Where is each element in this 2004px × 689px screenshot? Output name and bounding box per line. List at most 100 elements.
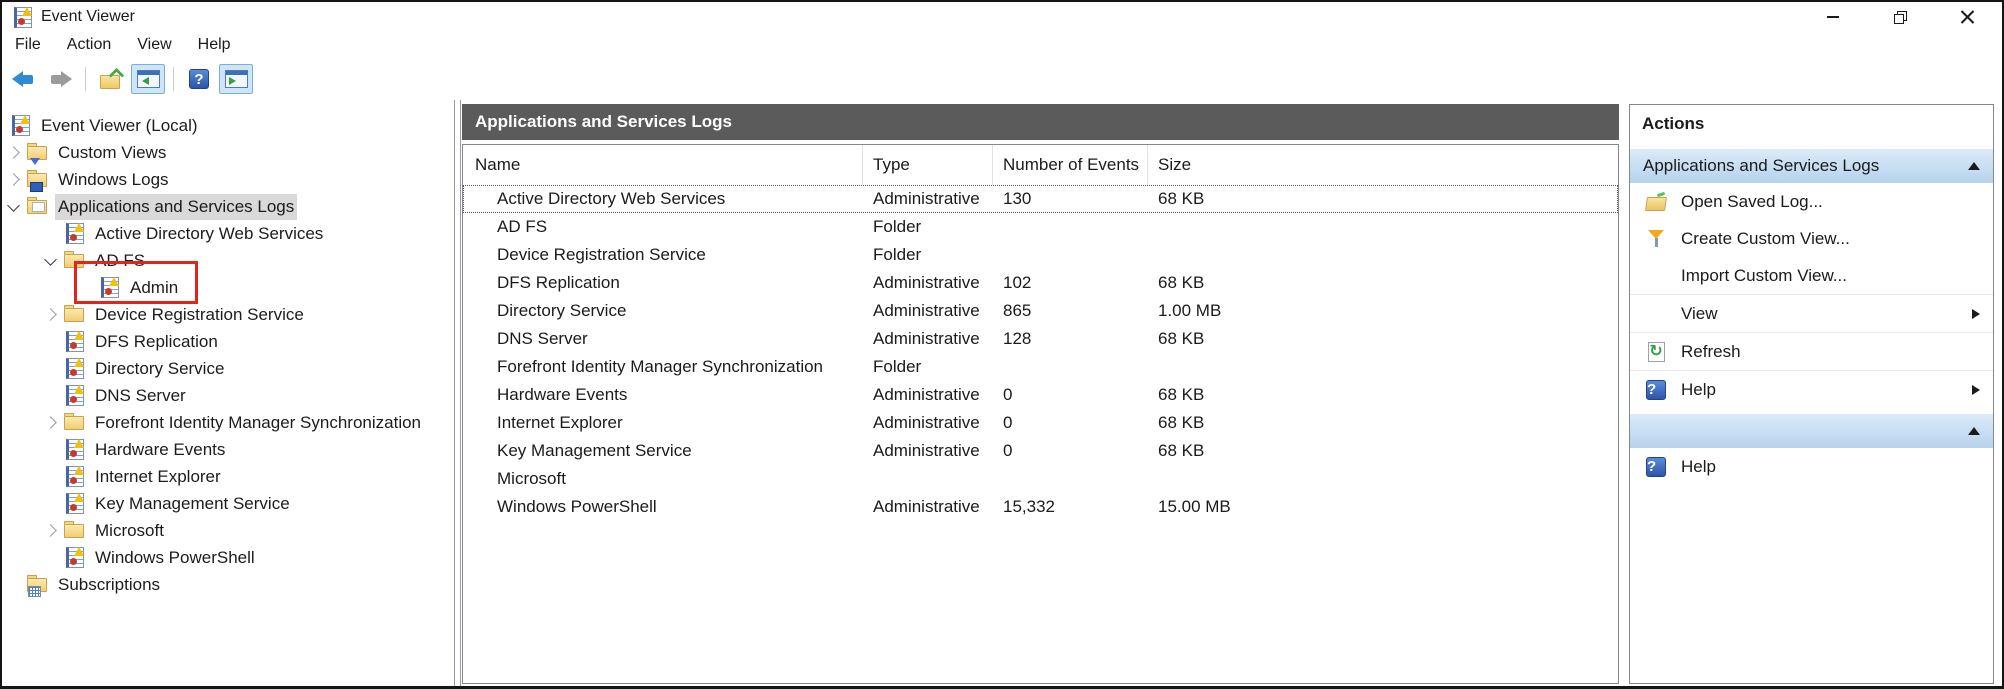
results-panel-title: Applications and Services Logs: [475, 112, 732, 131]
column-header-number-of-events[interactable]: Number of Events: [993, 145, 1148, 185]
tree-item-windows-powershell[interactable]: Windows PowerShell: [2, 544, 454, 571]
list-row-dns-server[interactable]: DNS Server Administrative 128 68 KB: [463, 325, 1618, 353]
cell-name: Hardware Events: [497, 385, 628, 404]
menu-help[interactable]: Help: [197, 36, 231, 53]
cell-number-of-events: 0: [1003, 441, 1013, 460]
list-row-directory-service[interactable]: Directory Service Administrative 865 1.00 M…: [463, 297, 1618, 325]
chevron-right-icon[interactable]: [44, 524, 57, 537]
tree-item-internet-explorer[interactable]: Internet Explorer: [2, 463, 454, 490]
tree-item-label: Subscriptions: [58, 574, 161, 594]
cell-type: Administrative: [873, 497, 980, 516]
panel-splitter[interactable]: [454, 100, 461, 686]
cell-type: Administrative: [873, 301, 980, 320]
action-import-custom-view[interactable]: Import Custom View...: [1630, 257, 1993, 294]
close-button[interactable]: [1944, 2, 1990, 32]
list-row-forefront-identity-manager-synchronization[interactable]: Forefront Identity Manager Synchronizati…: [463, 353, 1618, 381]
directory-service-icon: [64, 358, 86, 379]
tree-item-device-registration-service[interactable]: Device Registration Service: [2, 301, 454, 328]
cell-number-of-events: 0: [1003, 413, 1013, 432]
tree-item-admin[interactable]: Admin: [2, 274, 454, 301]
column-header-type[interactable]: Type: [863, 145, 993, 185]
cell-type: Folder: [873, 245, 922, 264]
tree-item-directory-service[interactable]: Directory Service: [2, 355, 454, 382]
tree-item-custom-views[interactable]: Custom Views: [2, 139, 454, 166]
list-row-key-management-service[interactable]: Key Management Service Administrative 0 68 …: [463, 437, 1618, 465]
expander-slot: [7, 198, 27, 212]
restore-icon: [1893, 10, 1907, 24]
list-row-microsoft[interactable]: Microsoft: [463, 465, 1618, 493]
cell-size: 68 KB: [1158, 441, 1205, 460]
tree-item-label: Microsoft: [95, 520, 164, 540]
cell-type: Administrative: [873, 413, 980, 432]
forefront-identity-manager-synchronization-icon: [64, 412, 86, 433]
actions-section-header-applications-and-services-logs[interactable]: Applications and Services Logs: [1630, 149, 1993, 183]
submenu-arrow-icon: [1972, 308, 1980, 319]
action-view[interactable]: View: [1630, 295, 1993, 332]
list-row-internet-explorer[interactable]: Internet Explorer Administrative 0 68 KB: [463, 409, 1618, 437]
chevron-down-icon[interactable]: [44, 252, 57, 266]
column-header-name[interactable]: Name: [463, 145, 863, 185]
collapse-arrow-icon[interactable]: [1968, 427, 1980, 435]
cell-size: 68 KB: [1158, 385, 1205, 404]
tree-item-label: Event Viewer (Local): [41, 115, 198, 135]
back-button[interactable]: [6, 64, 40, 94]
chevron-right-icon[interactable]: [7, 173, 20, 186]
expander-slot: [7, 146, 27, 159]
event-viewer-logo-icon: [12, 6, 32, 28]
tree-item-dfs-replication[interactable]: DFS Replication: [2, 328, 454, 355]
tree-item-ad-fs[interactable]: AD FS: [2, 247, 454, 274]
collapse-arrow-icon[interactable]: [1968, 162, 1980, 170]
cell-type: Folder: [873, 357, 922, 376]
tree-item-hardware-events[interactable]: Hardware Events: [2, 436, 454, 463]
cell-size: 68 KB: [1158, 413, 1205, 432]
chevron-right-icon[interactable]: [44, 308, 57, 321]
tree-item-windows-logs[interactable]: Windows Logs: [2, 166, 454, 193]
action-create-custom-view[interactable]: Create Custom View...: [1630, 220, 1993, 257]
action-item-label: Open Saved Log...: [1681, 191, 1823, 211]
tree-item-key-management-service[interactable]: Key Management Service: [2, 490, 454, 517]
help-button[interactable]: [182, 64, 216, 94]
expander-slot: [7, 173, 27, 186]
chevron-right-icon[interactable]: [7, 146, 20, 159]
menu-view[interactable]: View: [137, 36, 172, 53]
show-hide-console-tree-button[interactable]: [131, 64, 165, 94]
menu-action[interactable]: Action: [66, 36, 112, 53]
forward-button[interactable]: [43, 64, 77, 94]
action-open-saved-log[interactable]: Open Saved Log...: [1630, 183, 1993, 220]
action-refresh[interactable]: Refresh: [1630, 333, 1993, 370]
action-help[interactable]: Help: [1630, 448, 1993, 485]
list-row-windows-powershell[interactable]: Windows PowerShell Administrative 15,332 15…: [463, 493, 1618, 521]
tree-item-event-viewer-local[interactable]: Event Viewer (Local): [2, 112, 454, 139]
action-item-label: Refresh: [1681, 341, 1741, 361]
action-pane-window-icon: [224, 70, 248, 88]
action-help[interactable]: Help: [1630, 371, 1993, 408]
show-hide-action-pane-button[interactable]: [219, 64, 253, 94]
chevron-down-icon[interactable]: [7, 198, 20, 212]
tree-item-microsoft[interactable]: Microsoft: [2, 517, 454, 544]
tree-item-active-directory-web-services[interactable]: Active Directory Web Services: [2, 220, 454, 247]
minimize-button[interactable]: [1810, 2, 1856, 32]
list-row-ad-fs[interactable]: AD FS Folder: [463, 213, 1618, 241]
list-row-device-registration-service[interactable]: Device Registration Service Folder: [463, 241, 1618, 269]
list-row-hardware-events[interactable]: Hardware Events Administrative 0 68 KB: [463, 381, 1618, 409]
tree-item-applications-and-services-logs[interactable]: Applications and Services Logs: [2, 193, 454, 220]
cell-number-of-events: 130: [1003, 189, 1032, 208]
tree-item-forefront-identity-manager-synchronization[interactable]: Forefront Identity Manager Synchronizati…: [2, 409, 454, 436]
console-window-icon: [136, 70, 160, 88]
actions-section-header-untitled-2[interactable]: [1630, 414, 1993, 448]
menu-file[interactable]: File: [15, 36, 41, 53]
cell-number-of-events: 15,332: [1003, 497, 1055, 516]
restore-button[interactable]: [1877, 2, 1923, 32]
tree-item-label: Admin: [130, 277, 179, 297]
cell-type: Administrative: [873, 441, 980, 460]
tree-item-dns-server[interactable]: DNS Server: [2, 382, 454, 409]
tree-item-label: Windows PowerShell: [95, 547, 255, 567]
tree-item-subscriptions[interactable]: Subscriptions: [2, 571, 454, 598]
chevron-right-icon[interactable]: [44, 416, 57, 429]
open-saved-log-button[interactable]: [94, 64, 128, 94]
cell-size: 68 KB: [1158, 329, 1205, 348]
column-header-size[interactable]: Size: [1148, 145, 1618, 185]
expander-slot: [44, 524, 64, 537]
list-row-dfs-replication[interactable]: DFS Replication Administrative 102 68 KB: [463, 269, 1618, 297]
list-row-active-directory-web-services[interactable]: Active Directory Web Services Administrat…: [463, 185, 1618, 213]
